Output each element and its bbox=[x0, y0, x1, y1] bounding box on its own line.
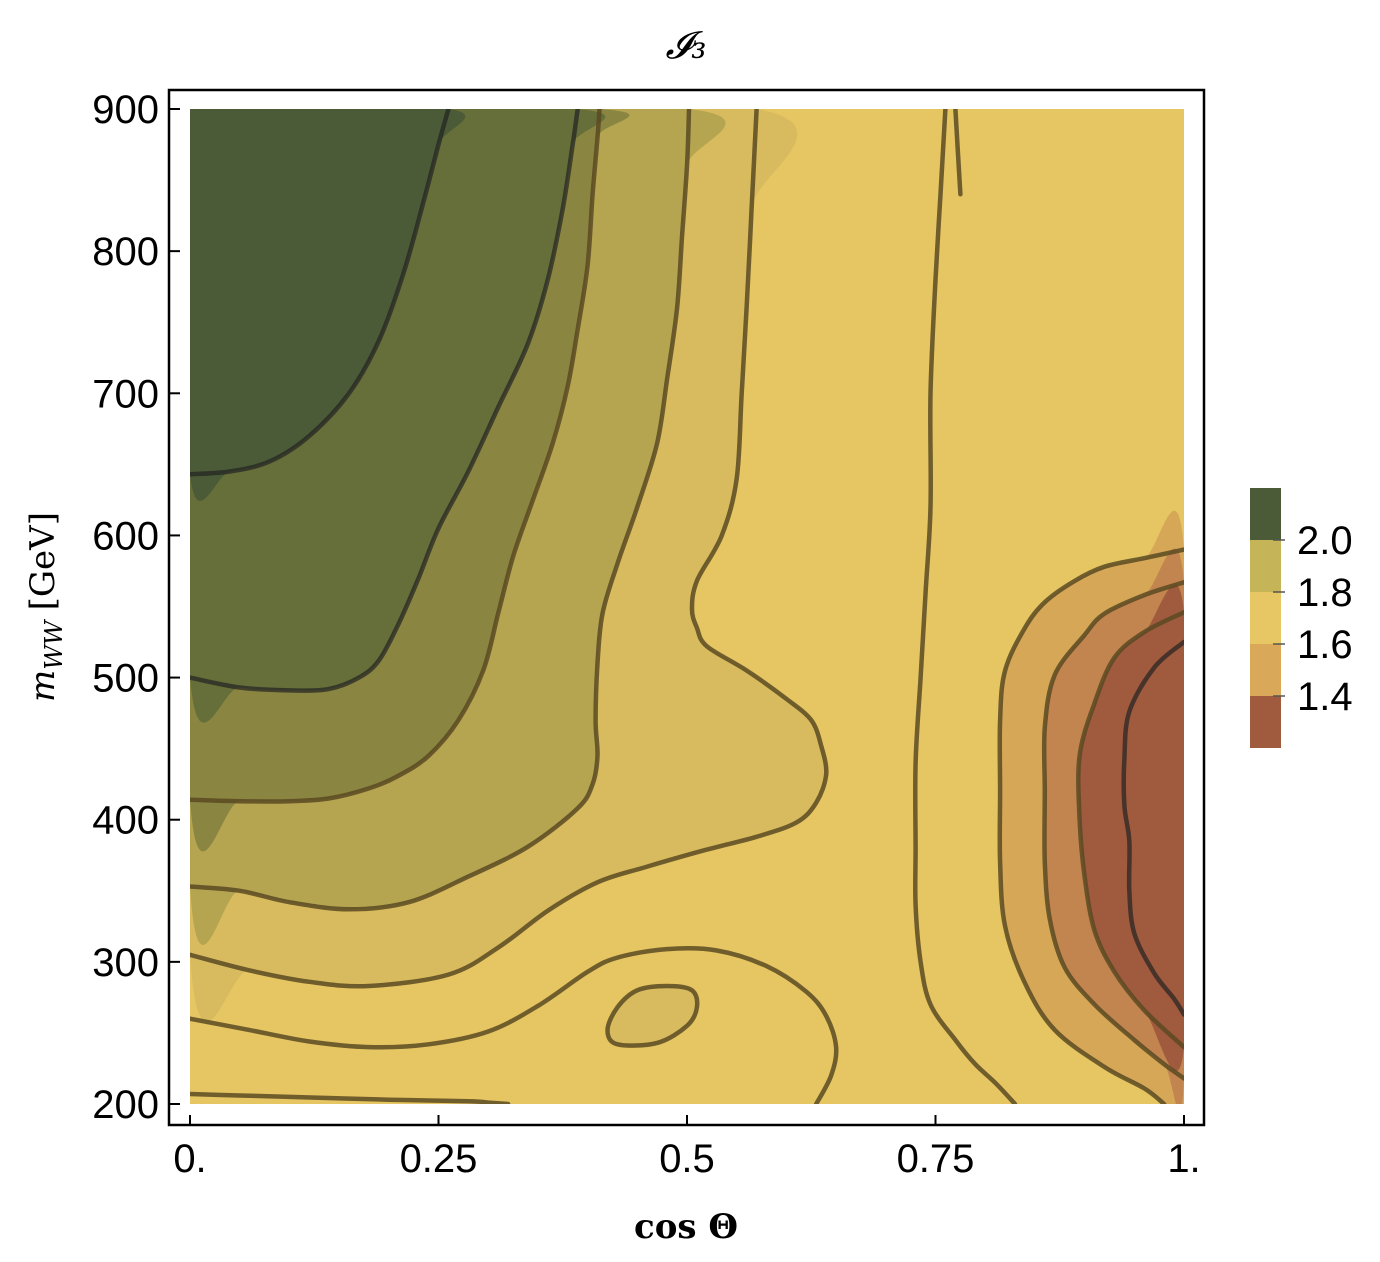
y-axis-label: mWW [GeV] bbox=[23, 512, 68, 702]
contour-line-c2 bbox=[190, 109, 580, 693]
x-tick-label: 0.75 bbox=[897, 1137, 975, 1181]
y-tick-label: 900 bbox=[92, 88, 159, 132]
contour-line-c12 bbox=[1041, 580, 1184, 1081]
contour-line-c8 bbox=[605, 983, 700, 1048]
contour-line-c14 bbox=[1121, 639, 1184, 1017]
contour-line-c10 bbox=[953, 109, 963, 197]
x-tick-label: 0. bbox=[173, 1137, 206, 1181]
x-tick-label: 0.25 bbox=[400, 1137, 478, 1181]
colorbar: 2.0 1.8 1.6 1.4 bbox=[1250, 488, 1353, 748]
colorbar-band bbox=[1250, 644, 1281, 696]
contour-line-c11 bbox=[997, 547, 1184, 1104]
colorbar-tick-label: 1.4 bbox=[1297, 675, 1353, 719]
x-axis-label: cos Θ bbox=[634, 1207, 738, 1247]
y-tick-label: 300 bbox=[92, 941, 159, 985]
contour-fill-c14 bbox=[1123, 619, 1184, 1039]
y-tick-label: 700 bbox=[92, 372, 159, 416]
y-tick-label: 600 bbox=[92, 514, 159, 558]
contour-fill-c1 bbox=[190, 109, 466, 501]
contour-line-c13 bbox=[1076, 609, 1184, 1050]
colorbar-band bbox=[1250, 592, 1281, 644]
contour-line-c5 bbox=[190, 109, 829, 989]
y-tick-label: 800 bbox=[92, 230, 159, 274]
y-tick-label: 200 bbox=[92, 1083, 159, 1127]
y-axis-label-subscript: WW bbox=[40, 618, 68, 670]
contour-line-c4 bbox=[190, 109, 692, 912]
contour-fill-c8 bbox=[607, 986, 698, 1046]
svg-text:mWW[GeV]: mWW [GeV] bbox=[23, 512, 68, 702]
y-tick-label: 400 bbox=[92, 799, 159, 843]
colorbar-tick-label: 2.0 bbox=[1297, 519, 1353, 563]
plot-area bbox=[190, 109, 1184, 1104]
contour-line-c3 bbox=[190, 109, 602, 804]
contour-line-c1 bbox=[190, 109, 451, 477]
y-axis-label-unit: [GeV] bbox=[23, 512, 63, 610]
y-axis-label-var: m bbox=[23, 670, 63, 702]
contour-line-c6 bbox=[190, 946, 839, 1104]
x-axis: 0. 0.25 0.5 0.75 1. bbox=[173, 1115, 1201, 1181]
contour-line-c7 bbox=[190, 1091, 511, 1104]
colorbar-band bbox=[1250, 540, 1281, 592]
y-tick-label: 500 bbox=[92, 657, 159, 701]
colorbar-tick-label: 1.6 bbox=[1297, 623, 1353, 667]
x-tick-label: 1. bbox=[1167, 1137, 1200, 1181]
colorbar-tick-label: 1.8 bbox=[1297, 571, 1353, 615]
y-axis: 200 300 400 500 600 700 800 900 bbox=[92, 88, 180, 1127]
colorbar-band bbox=[1250, 696, 1281, 748]
contour-line-c9 bbox=[912, 109, 1018, 1104]
x-tick-label: 0.5 bbox=[659, 1137, 715, 1181]
chart-title: 𝓘₃ bbox=[666, 23, 707, 67]
colorbar-band bbox=[1250, 488, 1281, 540]
